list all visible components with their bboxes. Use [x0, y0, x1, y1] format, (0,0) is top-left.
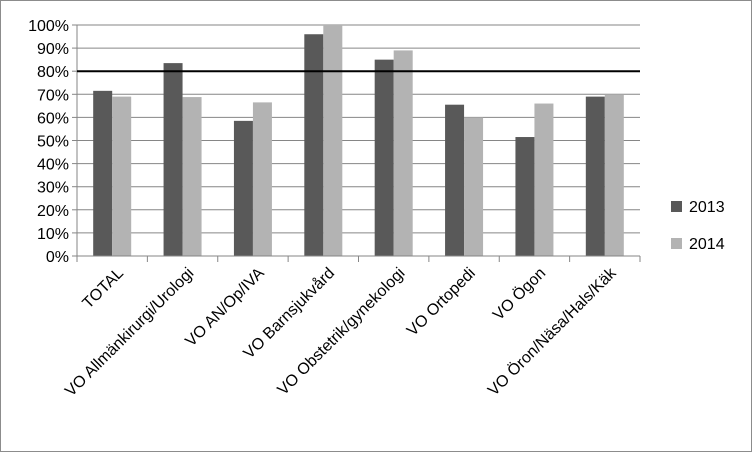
y-tick-label: 30% — [37, 180, 69, 197]
bar-2014 — [464, 117, 484, 257]
gridlines — [77, 24, 640, 234]
bar-2013 — [304, 34, 324, 256]
bar-2014 — [182, 97, 202, 257]
y-tick-label: 0% — [46, 249, 69, 266]
bar-2013 — [163, 63, 183, 256]
bar-2014 — [604, 94, 624, 256]
bar-2013 — [374, 59, 394, 257]
bars — [93, 25, 624, 257]
category-label: VO Obstetrik/gynekologi — [274, 265, 408, 399]
y-tick-label: 20% — [37, 203, 69, 220]
y-tick-label: 60% — [37, 110, 69, 127]
bar-2013 — [585, 96, 605, 256]
bar-2013 — [93, 90, 113, 257]
category-label: VO Ögon — [489, 264, 549, 324]
bar-2014 — [534, 103, 554, 256]
bar-2014 — [112, 96, 132, 256]
y-tick-label: 40% — [37, 157, 69, 174]
category-label: VO Ortopedi — [404, 265, 479, 340]
y-tick-label: 90% — [37, 41, 69, 58]
legend-label: 2013 — [689, 199, 725, 216]
category-label: VO Allmänkirurgi/Urologi — [62, 265, 197, 400]
category-label: VO Öron/Näsa/Hals/Käk — [484, 263, 620, 399]
y-tick-label: 100% — [28, 18, 69, 35]
legend: 2013 2014 — [671, 199, 725, 253]
bar-2013 — [515, 137, 535, 256]
legend-label: 2014 — [689, 236, 725, 253]
y-tick-label: 10% — [37, 226, 69, 243]
bar-2013 — [233, 120, 253, 257]
y-tick-labels: 0% 10% 20% 30% 40% 50% 60% 70% 80% 90% 100% — [28, 18, 69, 266]
bar-2014 — [393, 50, 413, 256]
y-tick-label: 70% — [37, 87, 69, 104]
category-label: TOTAL — [80, 265, 128, 313]
bar-2014 — [323, 25, 343, 256]
y-tick-label: 80% — [37, 64, 69, 81]
legend-swatch-2014 — [671, 238, 682, 249]
bar-2013 — [445, 104, 465, 256]
y-tick-label: 50% — [37, 134, 69, 151]
legend-swatch-2013 — [671, 201, 682, 212]
axes — [72, 24, 641, 262]
bar-2014 — [252, 102, 272, 256]
